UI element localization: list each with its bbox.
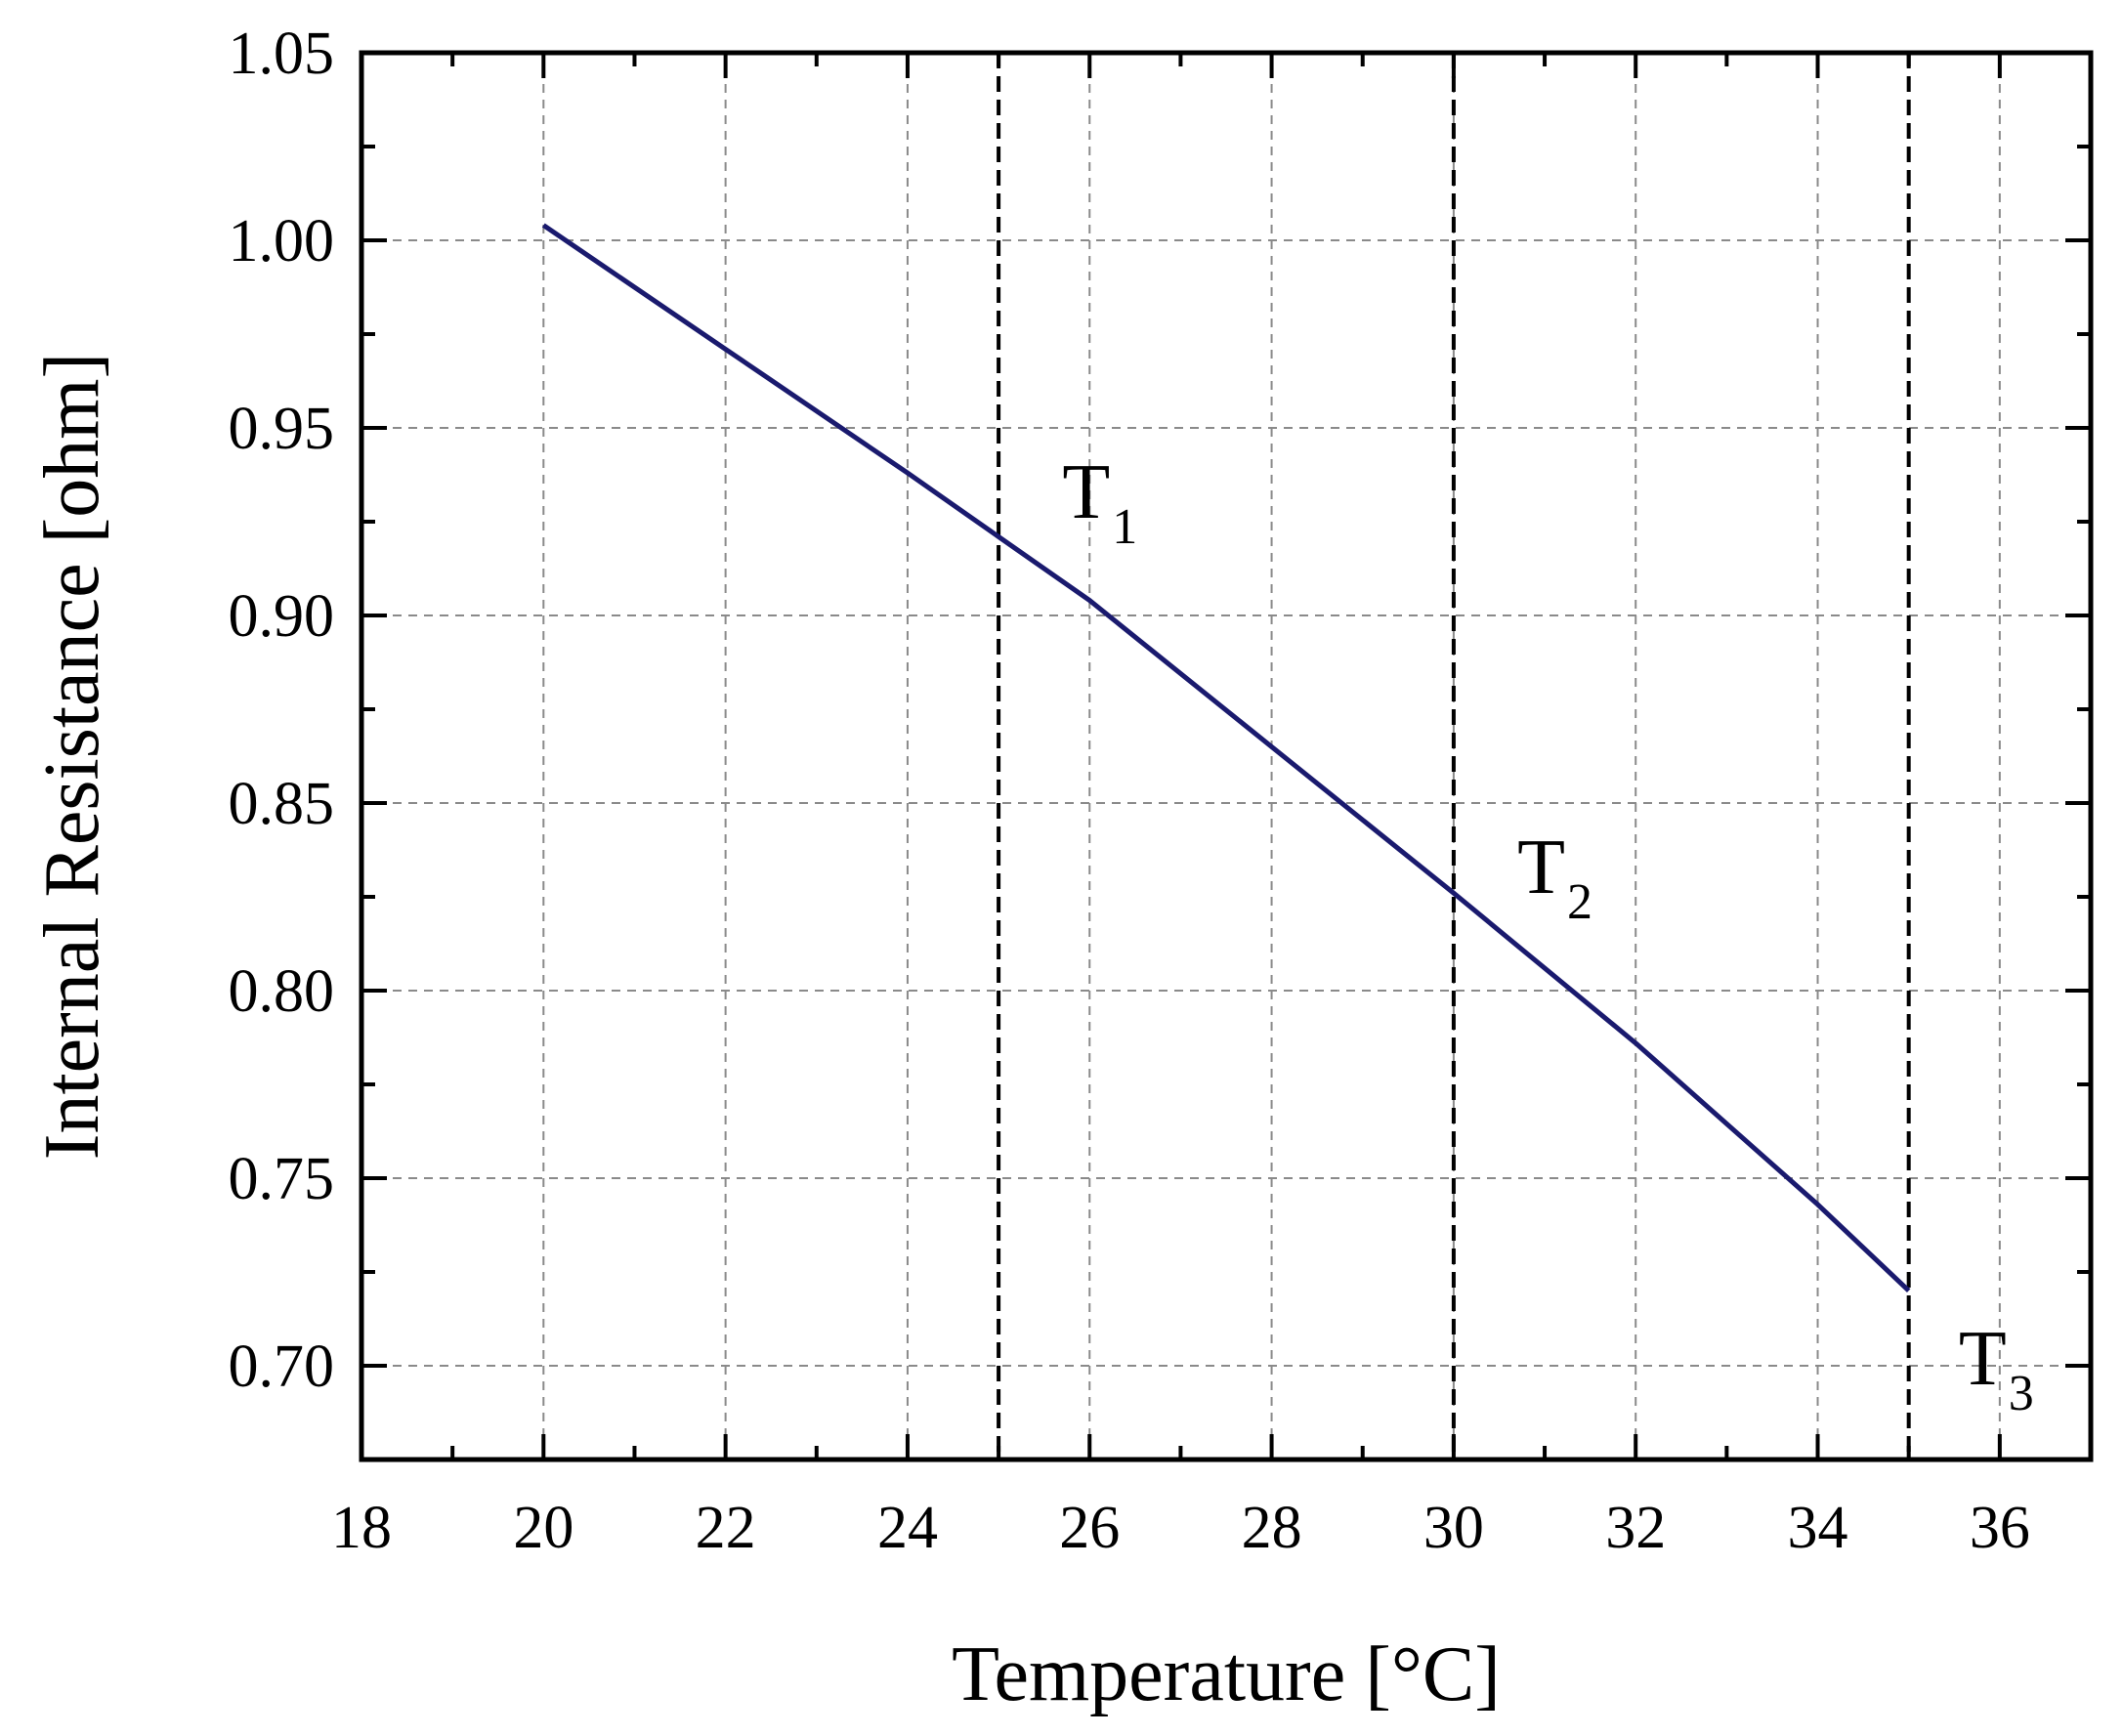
y-tick-label: 0.75 <box>229 1146 335 1212</box>
vertical-lines <box>997 53 1911 1460</box>
x-tick-label: 32 <box>1605 1495 1666 1561</box>
plot-frame <box>359 50 2094 1462</box>
x-tick-label: 36 <box>1970 1495 2030 1561</box>
x-tick-label: 34 <box>1788 1495 1848 1561</box>
series-line <box>541 223 1911 1293</box>
x-tick-label: 20 <box>513 1495 573 1561</box>
annotations: T1 T2 T3 <box>1062 449 2033 1421</box>
y-tick-label: 0.85 <box>229 771 335 837</box>
y-tick-label: 1.00 <box>229 208 335 275</box>
annotation-label: T1 <box>1062 449 1137 555</box>
y-axis-title: Internal Resistance [ohm] <box>29 353 115 1160</box>
x-tick-label: 18 <box>331 1495 392 1561</box>
grid-layer <box>361 53 2091 1460</box>
x-tick-label: 30 <box>1423 1495 1484 1561</box>
y-tick-label: 0.80 <box>229 958 335 1025</box>
y-tick-label: 0.95 <box>229 396 335 462</box>
x-tick-label: 26 <box>1059 1495 1120 1561</box>
series-layer <box>541 223 1911 1293</box>
y-tick-label: 1.05 <box>229 21 335 87</box>
x-tick-label: 28 <box>1242 1495 1302 1561</box>
annotation-label: T3 <box>1959 1316 2034 1421</box>
x-axis-title: Temperature [°C] <box>952 1631 1501 1717</box>
x-tick-label: 24 <box>877 1495 938 1561</box>
annotation-label: T2 <box>1517 825 1592 930</box>
x-tick-label: 22 <box>696 1495 756 1561</box>
y-tick-label: 0.70 <box>229 1334 335 1400</box>
y-tick-label: 0.90 <box>229 583 335 650</box>
tick-layer: 18 20 22 24 26 28 30 32 34 36 0.70 0.75 0.80 0.85 0.90… <box>229 21 2093 1561</box>
